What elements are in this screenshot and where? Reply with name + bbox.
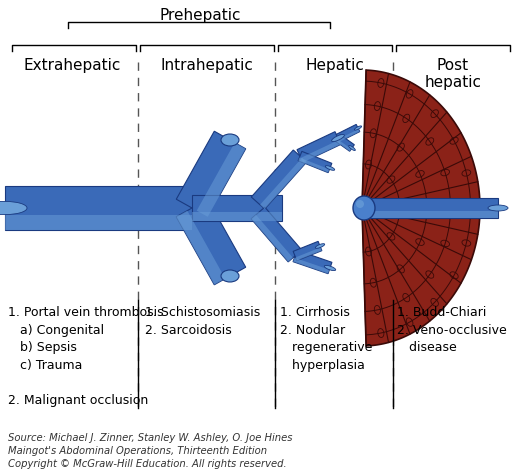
Polygon shape	[293, 258, 329, 274]
Polygon shape	[293, 250, 332, 274]
Ellipse shape	[0, 201, 27, 215]
Polygon shape	[176, 210, 225, 285]
Polygon shape	[339, 129, 360, 141]
Polygon shape	[297, 131, 341, 162]
Polygon shape	[192, 195, 282, 221]
Polygon shape	[362, 198, 498, 218]
Polygon shape	[336, 124, 360, 141]
Text: Prehepatic: Prehepatic	[159, 8, 241, 23]
Polygon shape	[251, 215, 293, 262]
Polygon shape	[5, 186, 192, 230]
Text: Hepatic: Hepatic	[306, 58, 365, 73]
Polygon shape	[295, 247, 322, 261]
Ellipse shape	[353, 196, 375, 220]
Polygon shape	[251, 150, 307, 209]
Polygon shape	[5, 215, 192, 230]
Polygon shape	[298, 158, 330, 173]
Ellipse shape	[221, 270, 239, 282]
Text: Post
hepatic: Post hepatic	[424, 58, 482, 90]
Polygon shape	[362, 211, 498, 218]
Polygon shape	[176, 199, 246, 285]
Text: 1. Portal vein thrombosis
   a) Congenital
   b) Sepsis
   c) Trauma

2. Maligna: 1. Portal vein thrombosis a) Congenital …	[8, 306, 164, 406]
Ellipse shape	[356, 200, 364, 208]
Ellipse shape	[315, 244, 324, 248]
Ellipse shape	[332, 134, 344, 141]
Text: Intrahepatic: Intrahepatic	[161, 58, 253, 73]
Polygon shape	[301, 140, 341, 162]
Ellipse shape	[349, 146, 355, 150]
Polygon shape	[336, 139, 352, 151]
Ellipse shape	[355, 126, 361, 130]
Text: Extrahepatic: Extrahepatic	[23, 58, 121, 73]
Ellipse shape	[326, 166, 335, 170]
Polygon shape	[197, 143, 246, 217]
Ellipse shape	[221, 134, 239, 146]
Text: 1. Schistosomiasis
2. Sarcoidosis: 1. Schistosomiasis 2. Sarcoidosis	[145, 306, 260, 336]
Polygon shape	[192, 212, 282, 221]
Ellipse shape	[324, 265, 336, 271]
Polygon shape	[298, 151, 332, 173]
Polygon shape	[251, 207, 302, 262]
Ellipse shape	[488, 205, 508, 211]
Polygon shape	[336, 135, 354, 151]
Polygon shape	[362, 70, 480, 346]
Polygon shape	[260, 158, 307, 209]
Text: 1. Budd-Chiari
2. Veno-occlusive
   disease: 1. Budd-Chiari 2. Veno-occlusive disease	[397, 306, 507, 354]
Text: Source: Michael J. Zinner, Stanley W. Ashley, O. Joe Hines
Maingot's Abdominal O: Source: Michael J. Zinner, Stanley W. As…	[8, 433, 292, 469]
Text: 1. Cirrhosis
2. Nodular
   regenerative
   hyperplasia: 1. Cirrhosis 2. Nodular regenerative hyp…	[280, 306, 372, 371]
Polygon shape	[293, 241, 322, 261]
Polygon shape	[176, 131, 246, 217]
